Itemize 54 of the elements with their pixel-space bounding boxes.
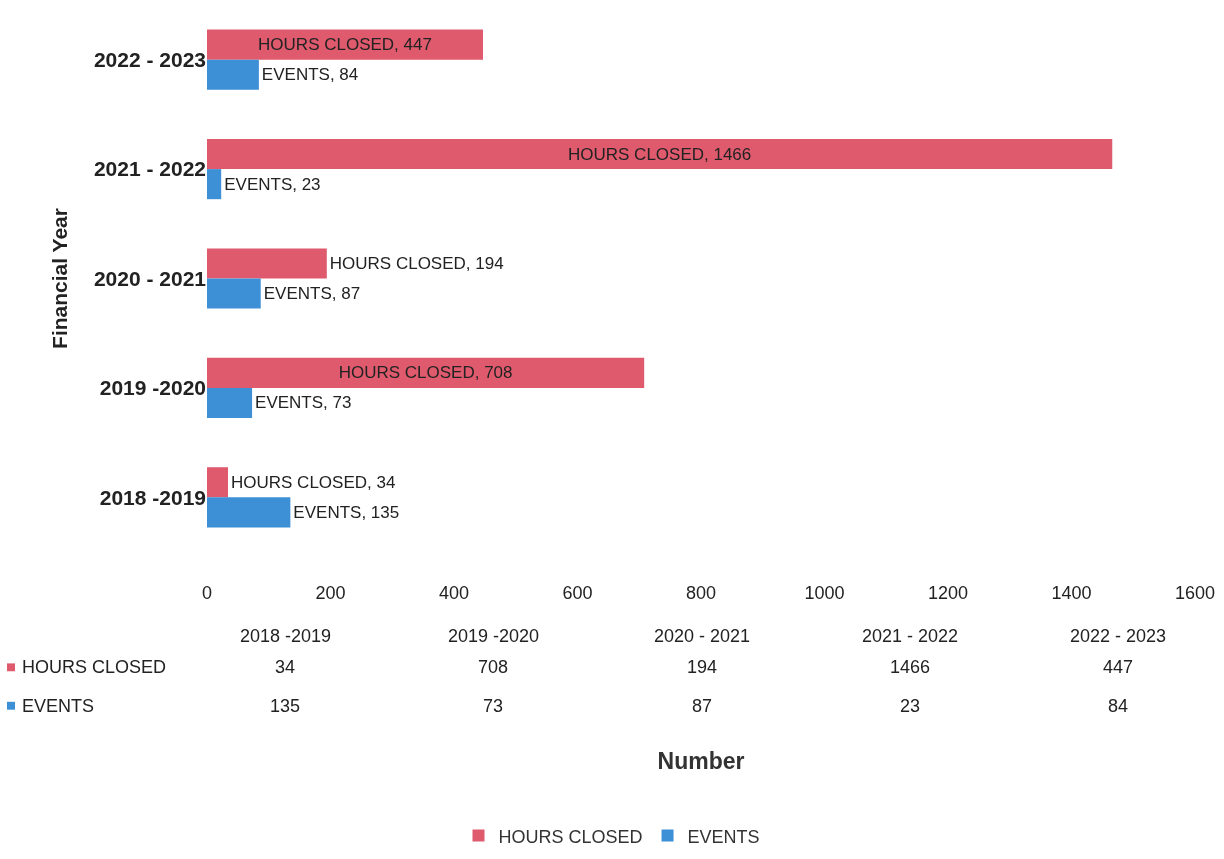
data-label: EVENTS, 87 bbox=[263, 284, 361, 304]
category-label: 2022 - 2023 bbox=[1070, 626, 1167, 646]
x-tick-label: 600 bbox=[562, 583, 593, 603]
category-label: 2021 - 2022 bbox=[862, 626, 959, 646]
data-label: 84 bbox=[1108, 696, 1129, 716]
category-label: 2018 -2019 bbox=[240, 626, 332, 646]
category-label: 2020 - 2021 bbox=[654, 626, 751, 646]
y-axis-title: Financial Year bbox=[48, 208, 72, 349]
x-tick-label: 1600 bbox=[1174, 583, 1216, 603]
legend-label: HOURS CLOSED bbox=[22, 657, 167, 677]
x-axis-title: Number bbox=[657, 747, 745, 774]
legend-label: HOURS CLOSED bbox=[498, 826, 643, 847]
x-tick-label: 1400 bbox=[1051, 583, 1092, 603]
x-tick-label: 1200 bbox=[927, 583, 969, 603]
data-label: HOURS CLOSED, 194 bbox=[329, 253, 504, 273]
y-tick-label: 2022 - 2023 bbox=[93, 48, 206, 72]
data-label: HOURS CLOSED, 447 bbox=[258, 35, 432, 55]
x-tick-label: 800 bbox=[685, 583, 717, 603]
bar bbox=[207, 139, 1113, 170]
bar bbox=[207, 278, 261, 309]
data-label: 708 bbox=[478, 657, 509, 677]
y-tick-label: 2019 -2020 bbox=[99, 376, 206, 400]
data-label: EVENTS, 84 bbox=[261, 65, 359, 85]
bar bbox=[207, 387, 253, 418]
legend-label: EVENTS bbox=[687, 826, 760, 847]
data-label: 447 bbox=[1103, 657, 1134, 677]
data-label: EVENTS, 73 bbox=[255, 393, 352, 413]
bar bbox=[207, 357, 645, 388]
data-label: 34 bbox=[275, 657, 296, 677]
legend-label: EVENTS bbox=[22, 696, 95, 716]
data-label: 23 bbox=[900, 696, 921, 716]
x-tick-label: 0 bbox=[201, 583, 213, 603]
category-label: 2019 -2020 bbox=[448, 626, 540, 646]
bar bbox=[207, 169, 222, 200]
y-tick-label: 2021 - 2022 bbox=[93, 157, 206, 181]
y-tick-label: 2020 - 2021 bbox=[93, 266, 207, 290]
data-label: EVENTS, 135 bbox=[293, 502, 400, 522]
data-label: 194 bbox=[687, 657, 718, 677]
bar bbox=[207, 467, 228, 498]
bar bbox=[207, 59, 259, 90]
x-tick-label: 200 bbox=[315, 583, 346, 603]
data-label: 73 bbox=[483, 696, 504, 716]
data-label: HOURS CLOSED, 34 bbox=[231, 472, 396, 492]
data-label: 1466 bbox=[890, 657, 931, 677]
data-label: 135 bbox=[270, 696, 301, 716]
data-label: EVENTS, 23 bbox=[224, 174, 321, 194]
x-tick-label: 1000 bbox=[804, 583, 845, 603]
data-label: HOURS CLOSED, 708 bbox=[338, 363, 513, 383]
bar bbox=[207, 248, 327, 279]
y-tick-label: 2018 -2019 bbox=[99, 485, 206, 509]
x-tick-label: 400 bbox=[438, 583, 470, 603]
data-label: HOURS CLOSED, 1466 bbox=[567, 144, 752, 164]
bar bbox=[207, 497, 291, 528]
data-label: 87 bbox=[692, 696, 713, 716]
